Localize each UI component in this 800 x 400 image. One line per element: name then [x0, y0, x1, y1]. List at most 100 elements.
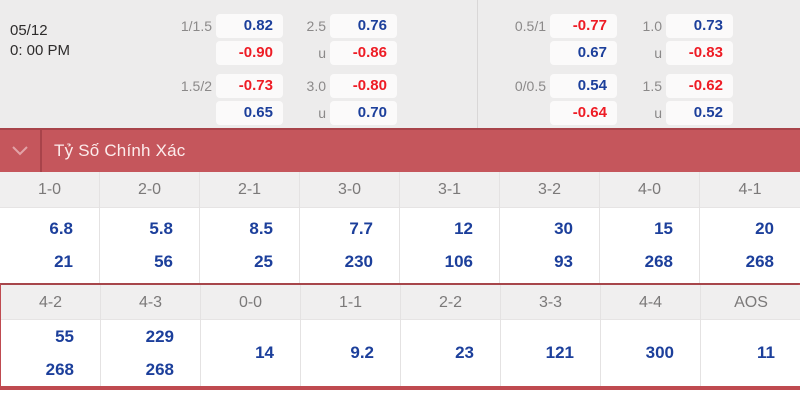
odds-value-pill[interactable]: 0.70	[330, 101, 397, 125]
score-odds-value[interactable]: 268	[745, 252, 774, 271]
score-header-cell: 2-2	[401, 285, 500, 320]
score-values-cell: 8.5 25	[200, 208, 299, 283]
odds-line-label: 2.5	[306, 18, 326, 34]
odds-value-pill[interactable]: -0.80	[330, 74, 397, 98]
odds-under-label: u	[318, 45, 326, 61]
score-header-cell: 4-2	[1, 285, 100, 320]
score-odds-value[interactable]: 30	[554, 219, 573, 238]
score-odds-value[interactable]: 25	[254, 252, 273, 271]
odds-value-pill[interactable]: -0.73	[216, 74, 283, 98]
odds-value-pill[interactable]: 0.76	[330, 14, 397, 38]
odds-under-label: u	[654, 45, 662, 61]
score-values-cell: 6.8 21	[0, 208, 99, 283]
odds-value-pill[interactable]: 0.67	[550, 41, 617, 65]
score-odds-value[interactable]: 11	[757, 343, 775, 362]
score-odds-value[interactable]: 268	[45, 359, 74, 379]
section-title: Tỷ Số Chính Xác	[54, 141, 186, 160]
score-odds-value[interactable]: 300	[645, 343, 674, 362]
score-odds-value[interactable]: 229	[145, 326, 174, 346]
chevron-down-icon[interactable]	[0, 146, 40, 156]
odds-under-label	[490, 101, 546, 125]
score-header-cell: 2-0	[100, 172, 199, 208]
score-values-cell: 20 268	[700, 208, 800, 283]
score-odds-value[interactable]: 56	[154, 252, 173, 271]
score-column-4-3: 4-3 229 268	[101, 285, 201, 386]
score-header-cell: 3-0	[300, 172, 399, 208]
score-odds-value[interactable]: 230	[344, 252, 373, 271]
panel-divider	[477, 0, 478, 128]
score-column-3-2: 3-2 30 93	[500, 172, 600, 283]
odds-group: 2.5 u 0.76 -0.86	[270, 14, 397, 65]
score-odds-value[interactable]: 268	[145, 359, 174, 379]
score-column-2-1: 2-1 8.5 25	[200, 172, 300, 283]
odds-value-pill[interactable]: -0.86	[330, 41, 397, 65]
odds-label-column: 1.5 u	[606, 74, 662, 125]
section-header-correct-score[interactable]: Tỷ Số Chính Xác	[0, 128, 800, 172]
score-column-2-0: 2-0 5.8 56	[100, 172, 200, 283]
score-header-cell: 4-3	[101, 285, 200, 320]
score-odds-value[interactable]: 8.5	[249, 219, 273, 238]
score-odds-value[interactable]: 20	[755, 219, 774, 238]
odds-group: 3.0 u -0.80 0.70	[270, 74, 397, 125]
odds-value-pill[interactable]: -0.90	[216, 41, 283, 65]
odds-value-pill[interactable]: 0.65	[216, 101, 283, 125]
odds-value-pill[interactable]: -0.77	[550, 14, 617, 38]
score-odds-value[interactable]: 23	[455, 343, 474, 362]
score-values-cell: 7.7 230	[300, 208, 399, 283]
odds-line-label: 0/0.5	[514, 78, 546, 94]
score-odds-value[interactable]: 268	[644, 252, 673, 271]
odds-under-label	[156, 41, 212, 65]
score-values-cell: 9.2	[301, 320, 400, 386]
score-values-cell: 14	[201, 320, 300, 386]
score-header-cell: 2-1	[200, 172, 299, 208]
odds-value-pill[interactable]: -0.64	[550, 101, 617, 125]
odds-line-label: 0.5/1	[514, 18, 546, 34]
score-odds-value[interactable]: 7.7	[349, 219, 373, 238]
score-values-cell: 11	[701, 320, 800, 386]
odds-under-label: u	[654, 105, 662, 121]
odds-value-pill[interactable]: 0.82	[216, 14, 283, 38]
odds-label-column: 1.5/2	[156, 74, 212, 125]
odds-label-column: 1.0 u	[606, 14, 662, 65]
odds-line-label: 1/1.5	[180, 18, 212, 34]
score-column-3-1: 3-1 12 106	[400, 172, 500, 283]
score-odds-value[interactable]: 14	[255, 343, 274, 362]
score-column-4-0: 4-0 15 268	[600, 172, 700, 283]
odds-label-column: 0/0.5	[490, 74, 546, 125]
score-header-cell: 1-1	[301, 285, 400, 320]
odds-under-label	[490, 41, 546, 65]
correct-score-table-group-1: 1-0 6.8 21 2-0 5.8 56 2-1 8.5 25 3-0 7.7 230 3-1 12 10…	[0, 172, 800, 283]
odds-value-pill[interactable]: -0.62	[666, 74, 733, 98]
score-odds-value[interactable]: 15	[654, 219, 673, 238]
score-header-cell: 3-2	[500, 172, 599, 208]
odds-panel: 05/12 0: 00 PM 1/1.5 0.82 -0.90 2.5 u 0.76 -0.…	[0, 0, 800, 128]
odds-label-column: 0.5/1	[490, 14, 546, 65]
score-odds-value[interactable]: 55	[55, 326, 74, 346]
odds-label-column: 3.0 u	[270, 74, 326, 125]
score-odds-value[interactable]: 12	[454, 219, 473, 238]
score-odds-value[interactable]: 6.8	[49, 219, 73, 238]
score-odds-value[interactable]: 106	[444, 252, 473, 271]
odds-value-pill[interactable]: 0.54	[550, 74, 617, 98]
score-values-cell: 121	[501, 320, 600, 386]
odds-group: 1.0 u 0.73 -0.83	[606, 14, 733, 65]
score-odds-value[interactable]: 21	[54, 252, 73, 271]
odds-value-pill[interactable]: 0.52	[666, 101, 733, 125]
odds-pill-column: -0.80 0.70	[330, 74, 397, 125]
score-header-cell: 0-0	[201, 285, 300, 320]
score-odds-value[interactable]: 121	[545, 343, 574, 362]
odds-label-column: 1/1.5	[156, 14, 212, 65]
odds-value-pill[interactable]: 0.73	[666, 14, 733, 38]
section-bar-divider	[40, 130, 42, 172]
odds-value-pill[interactable]: -0.83	[666, 41, 733, 65]
score-header-cell: 4-4	[601, 285, 700, 320]
score-header-cell: 3-3	[501, 285, 600, 320]
score-column-4-4: 4-4 300	[601, 285, 701, 386]
score-odds-value[interactable]: 5.8	[149, 219, 173, 238]
odds-label-column: 2.5 u	[270, 14, 326, 65]
score-odds-value[interactable]: 93	[554, 252, 573, 271]
odds-line-label: 1.5/2	[180, 78, 212, 94]
score-odds-value[interactable]: 9.2	[350, 343, 374, 362]
match-date: 05/12	[10, 22, 48, 39]
odds-pill-column: -0.73 0.65	[216, 74, 283, 125]
